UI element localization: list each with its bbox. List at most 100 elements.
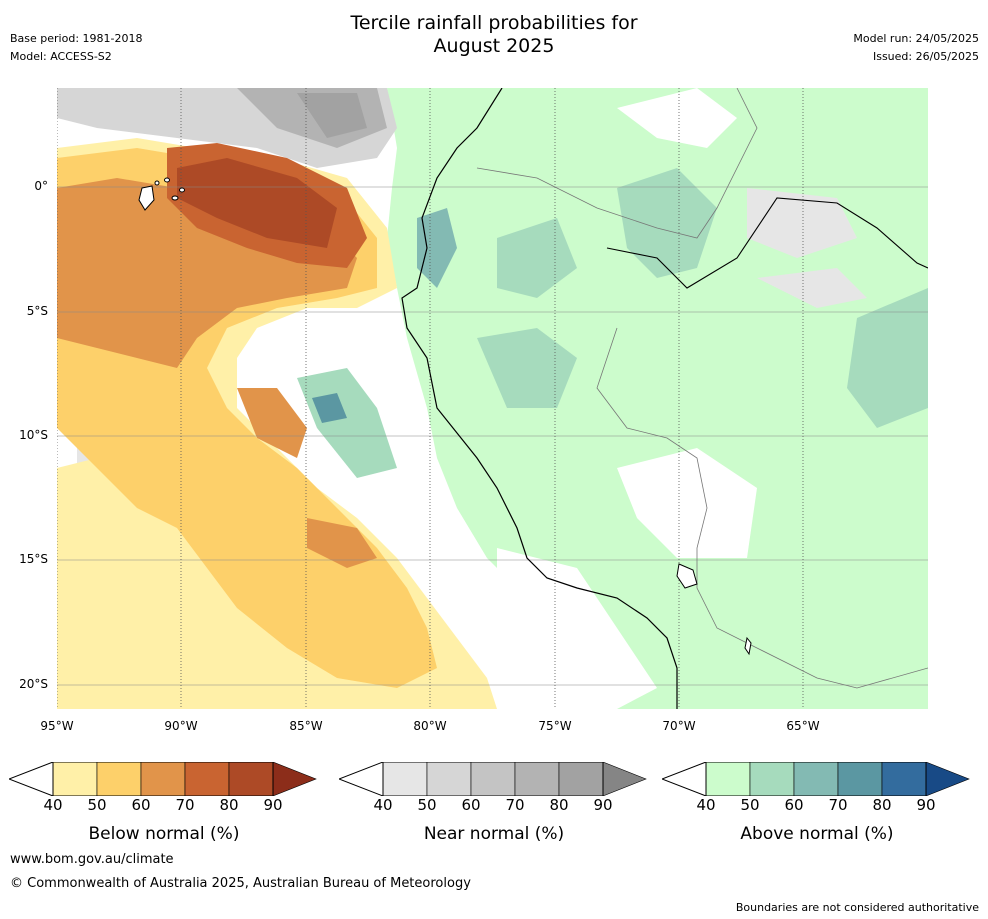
coastline <box>401 88 678 709</box>
above-normal-50-patch-1 <box>617 168 717 278</box>
tick-label: 40 <box>696 796 716 814</box>
colorbar-near-normal-swatch-4 <box>514 762 560 796</box>
above-normal-50-patch-4 <box>477 328 577 408</box>
colorbar-above-normal-max-arrow <box>925 762 970 796</box>
meta-right: Model run: 24/05/2025 Issued: 26/05/2025 <box>853 30 979 66</box>
tick-label: 70 <box>505 796 525 814</box>
map-plot <box>57 88 928 709</box>
base-period: Base period: 1981-2018 <box>10 32 143 45</box>
tick-label: 50 <box>417 796 437 814</box>
colorbar-below-normal-swatch-1 <box>52 762 98 796</box>
colorbar-near-normal-swatch-3 <box>470 762 516 796</box>
title-line-2: August 2025 <box>433 35 555 57</box>
footer-copyright: © Commonwealth of Australia 2025, Austra… <box>10 876 471 891</box>
tick-label: 40 <box>373 796 393 814</box>
legend-near-title: Near normal (%) <box>423 824 565 844</box>
amazon-river <box>606 197 928 289</box>
legend-below-title: Below normal (%) <box>88 824 240 844</box>
below-normal-60-patch-2 <box>307 518 377 568</box>
lon-label-65w: 65°W <box>786 719 820 733</box>
neutral-gap-2 <box>497 548 657 709</box>
above-normal-70-patch <box>312 393 347 423</box>
lat-label-15s: 15°S <box>19 552 48 566</box>
lake-titicaca <box>676 563 698 589</box>
footer-disclaimer: Boundaries are not considered authoritat… <box>735 901 979 914</box>
tick-label: 80 <box>872 796 892 814</box>
tick-label: 90 <box>916 796 936 814</box>
border-colombia-peru <box>476 88 758 239</box>
colorbar-below-normal-swatch-3 <box>140 762 186 796</box>
tick-label: 60 <box>784 796 804 814</box>
lat-label-10s: 10°S <box>19 428 48 442</box>
colorbar-near-normal-max-arrow <box>602 762 647 796</box>
tick-label: 90 <box>263 796 283 814</box>
lon-label-85w: 85°W <box>289 719 323 733</box>
footer-url[interactable]: www.bom.gov.au/climate <box>10 852 174 867</box>
lon-label-90w: 90°W <box>164 719 198 733</box>
border-brazil-bolivia <box>596 327 928 689</box>
map-svg <box>57 88 928 709</box>
colorbar-below-normal-swatch-4 <box>184 762 230 796</box>
legend-near-normal: 40 50 60 70 80 90 Near normal (%) <box>339 762 649 844</box>
legend-above-title: Above normal (%) <box>740 824 894 844</box>
below-normal-80-region <box>177 158 337 248</box>
above-normal-50-patch-5 <box>847 288 928 428</box>
lon-label-80w: 80°W <box>413 719 447 733</box>
tick-label: 70 <box>175 796 195 814</box>
title-line-1: Tercile rainfall probabilities for <box>350 12 638 34</box>
colorbar-above-normal-swatch-4 <box>837 762 883 796</box>
tick-label: 80 <box>219 796 239 814</box>
lon-label-75w: 75°W <box>538 719 572 733</box>
graticule <box>57 186 928 686</box>
legend-above-ticks: 40 50 60 70 80 90 <box>662 796 972 816</box>
meta-left: Base period: 1981-2018 Model: ACCESS-S2 <box>10 30 142 66</box>
near-normal-40-patch-2 <box>757 268 867 308</box>
near-normal-40-patch-1 <box>747 188 857 258</box>
colorbar-near-normal-swatch-2 <box>426 762 472 796</box>
neutral-gap-1 <box>617 448 757 558</box>
tick-label: 40 <box>43 796 63 814</box>
legend-below-normal: 40 50 60 70 80 90 Below normal (%) <box>9 762 319 844</box>
legend-above-normal: 40 50 60 70 80 90 Above normal (%) <box>662 762 972 844</box>
neutral-gap-3 <box>617 88 737 148</box>
above-normal-50-patch-3 <box>297 368 397 478</box>
lon-label-95w: 95°W <box>40 719 74 733</box>
above-normal-50-patch-2 <box>497 218 577 298</box>
lat-label-20s: 20°S <box>19 677 48 691</box>
colorbar-above-normal-swatch-5 <box>881 762 927 796</box>
tick-label: 70 <box>828 796 848 814</box>
colorbar-near-normal-swatch-5 <box>558 762 604 796</box>
colorbar-near-normal-min-arrow <box>339 762 384 796</box>
colorbar-near-normal <box>339 762 647 796</box>
tick-label: 90 <box>593 796 613 814</box>
galapagos-islands <box>138 177 185 211</box>
legend-near-ticks: 40 50 60 70 80 90 <box>339 796 649 816</box>
colorbar-below-normal-swatch-5 <box>228 762 274 796</box>
colorbar-near-normal-swatch-1 <box>382 762 428 796</box>
tick-label: 60 <box>131 796 151 814</box>
near-normal-80-region <box>297 93 367 138</box>
colorbar-above-normal-swatch-3 <box>793 762 839 796</box>
colorbar-below-normal-max-arrow <box>272 762 317 796</box>
model-run: Model run: 24/05/2025 <box>853 32 979 45</box>
tick-label: 80 <box>549 796 569 814</box>
colorbar-above-normal <box>662 762 970 796</box>
lake-poopo <box>744 636 752 656</box>
lon-label-70w: 70°W <box>662 719 696 733</box>
above-normal-60-patch <box>417 208 457 288</box>
below-normal-60-patch-1 <box>237 388 307 458</box>
map-title: Tercile rainfall probabilities for Augus… <box>0 12 988 58</box>
lat-label-0: 0° <box>34 179 48 193</box>
model-name: Model: ACCESS-S2 <box>10 50 112 63</box>
colorbar-above-normal-swatch-2 <box>749 762 795 796</box>
issued-date: Issued: 26/05/2025 <box>872 50 979 63</box>
colorbar-below-normal-min-arrow <box>9 762 54 796</box>
tick-label: 60 <box>461 796 481 814</box>
colorbar-above-normal-min-arrow <box>662 762 707 796</box>
colorbar-below-normal <box>9 762 317 796</box>
colorbar-above-normal-swatch-1 <box>705 762 751 796</box>
colorbar-below-normal-swatch-2 <box>96 762 142 796</box>
tick-label: 50 <box>740 796 760 814</box>
lat-label-5s: 5°S <box>26 304 48 318</box>
legend-below-ticks: 40 50 60 70 80 90 <box>9 796 319 816</box>
